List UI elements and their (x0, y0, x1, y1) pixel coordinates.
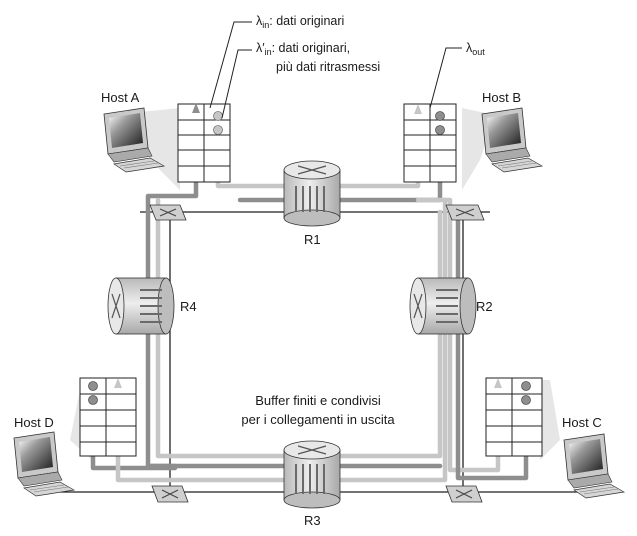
switch-bottom-right (445, 485, 483, 503)
router-r3-label: R3 (304, 513, 321, 528)
buffer-note-line1: Buffer finiti e condivisi (255, 393, 381, 408)
buffer-host-a (177, 103, 231, 183)
computer-host-d-icon (13, 431, 76, 497)
buffer-host-d (79, 377, 137, 457)
router-r2-label: R2 (476, 299, 493, 314)
host-a-label: Host A (101, 90, 140, 105)
router-r4-label: R4 (180, 299, 197, 314)
switch-bottom-left (151, 485, 189, 503)
router-r4 (107, 277, 175, 335)
legend-leaders (209, 21, 462, 119)
host-b-label: Host B (482, 90, 521, 105)
host-d-label: Host D (14, 415, 54, 430)
router-r1 (283, 160, 341, 227)
legend-lambda-in: λin: dati originari (256, 14, 344, 30)
legend-lambda-out: λout (466, 41, 485, 57)
router-r1-label: R1 (304, 232, 321, 247)
legend-lambda-in-prime-line2: più dati ritrasmessi (276, 60, 380, 74)
buffer-host-b (403, 103, 457, 183)
switch-top-right (445, 204, 485, 221)
host-c-label: Host C (562, 415, 602, 430)
computer-host-c-icon (563, 433, 626, 499)
computer-host-a-icon (103, 107, 166, 173)
buffer-note-line2: per i collegamenti in uscita (241, 412, 395, 427)
buffer-host-c (485, 377, 543, 457)
router-r3 (283, 440, 341, 509)
legend-lambda-in-prime: λ′in: dati originari, (256, 41, 350, 57)
computer-host-b-icon (481, 107, 544, 173)
router-r2 (409, 277, 477, 335)
switch-top-left (149, 204, 187, 221)
